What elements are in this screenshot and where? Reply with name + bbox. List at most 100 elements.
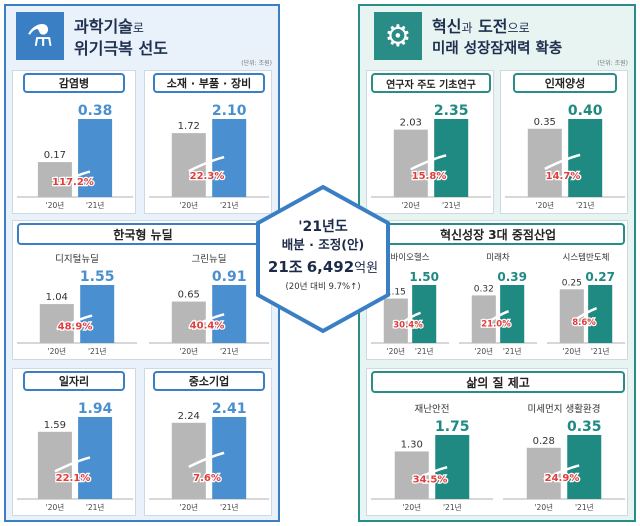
bar-2021 [80, 285, 115, 343]
right-panel: ⚙ 혁신과 도전으로 미래 성장잠재력 확충 (단위: 조원) 연구자 주도 기… [358, 4, 636, 522]
innovation-icon: ⚙ [374, 12, 422, 60]
tick-label-2021: '21년 [88, 346, 107, 356]
tick-label-2020: '20년 [563, 346, 582, 356]
tick-label-2021: '21년 [503, 346, 522, 356]
sub-disaster-safety: 재난안전 1.30 1.75 34.5% '20년 '21년 [367, 397, 497, 515]
bar-2021 [78, 417, 113, 499]
bar-chart-svg: 0.28 0.35 24.9% '20년 '21년 [503, 419, 625, 512]
bar-chart: 0.65 0.91 40.4% '20년 '21년 [145, 263, 273, 359]
left-title-particle: 로 [132, 21, 144, 35]
tick-label-2020: '20년 [387, 346, 406, 356]
growth-arrow [395, 311, 422, 328]
bar-chart: 1.72 2.10 22.3% '20년 '21년 [145, 97, 273, 213]
growth-arrow [188, 155, 225, 173]
science-icon: ⚗ [16, 12, 64, 60]
section-title: 인재양성 [513, 73, 617, 93]
tick-label-2020: '20년 [46, 502, 65, 512]
section-title: 감염병 [23, 73, 125, 93]
growth-label: 21.0% [481, 319, 511, 329]
growth-label: 34.5% [413, 474, 448, 485]
bar-chart-svg: 1.151.50 30.4% '20년 '21년 [371, 270, 449, 356]
sub-fine-dust: 미세먼지 생활환경 0.28 0.35 24.9% '20년 '21년 [499, 397, 629, 515]
center-compare: (20년 대비 9.7%↑) [285, 282, 361, 292]
growth-arrow [483, 310, 510, 327]
section-korean-new-deal: 한국형 뉴딜 디지털뉴딜 1.04 1.55 48.9% '20년 '21년 그린뉴딜 … [12, 220, 272, 360]
value-label-2021: 0.27 [585, 270, 615, 284]
tick-label-2020: '20년 [48, 346, 67, 356]
bar-chart-svg: 1.30 1.75 34.5% '20년 '21년 [371, 419, 493, 512]
tick-label-2020: '20년 [475, 346, 494, 356]
sub-bio-health: 바이오헬스 1.15 1.50 30.4% '20년 '21년 [367, 247, 453, 359]
tick-label-2021: '21년 [576, 200, 595, 210]
bar-2021 [588, 285, 613, 343]
center-total-number: 6,492 [306, 258, 355, 276]
bar-2021 [435, 435, 470, 499]
value-label-2021: 1.55 [80, 269, 115, 285]
tick-label-2020: '20년 [534, 502, 553, 512]
section-infectious-disease: 감염병 0.17 0.38 117.2% '20년 '21년 [12, 70, 136, 214]
right-unit-label: (단위: 조원) [597, 60, 628, 67]
center-total-unit: 억원 [354, 261, 379, 276]
value-label-2021: 0.91 [212, 269, 247, 285]
bar-chart: 0.25 0.27 8.6% '20년 '21년 [543, 263, 629, 359]
tick-label-2020: '20년 [46, 200, 65, 210]
bar-chart: 2.03 2.35 15.8% '20년 '21년 [367, 97, 495, 213]
growth-arrow [54, 456, 91, 473]
bar-chart: 1.15 1.50 30.4% '20년 '21년 [367, 263, 453, 359]
bar-chart-svg: 2.03 2.35 15.8% '20년 '21년 [371, 103, 491, 210]
center-title-line2: 배분 · 조정(안) [281, 237, 365, 252]
growth-arrow [188, 313, 225, 330]
tick-label-2020: '20년 [180, 346, 199, 356]
value-label-2021: 0.35 [567, 419, 602, 435]
bar-chart: 0.35 0.40 14.7% '20년 '21년 [501, 97, 629, 213]
tick-label-2021: '21년 [86, 502, 105, 512]
growth-label: 14.7% [546, 171, 581, 182]
value-label-2020: 1.72 [178, 121, 200, 132]
value-label-2021: 0.38 [78, 103, 113, 119]
growth-label: 40.4% [190, 321, 225, 332]
hexagon-shape [256, 184, 390, 334]
section-jobs: 일자리 1.59 1.94 22.1% '20년 '21년 [12, 368, 136, 516]
group-title-new-deal: 한국형 뉴딜 [17, 223, 269, 245]
left-title-line1: 과학기술로 [74, 16, 144, 39]
value-label-2020: 1.59 [44, 420, 66, 431]
bar-chart: 1.59 1.94 22.1% '20년 '21년 [13, 395, 137, 515]
left-unit-label: (단위: 조원) [241, 60, 272, 67]
sub-future-car: 미래차 0.32 0.39 21.0% '20년 '21년 [455, 247, 541, 359]
bar-chart-svg: 0.320.39 21.0% '20년 '21년 [459, 270, 537, 356]
growth-label: 30.4% [393, 320, 423, 330]
bar-chart: 2.24 2.41 7.6% '20년 '21년 [145, 395, 273, 515]
right-title-keyword1: 혁신 [432, 17, 462, 36]
sub-green-new-deal: 그린뉴딜 0.65 0.91 40.4% '20년 '21년 [145, 247, 273, 359]
value-label-2020: 1.30 [401, 439, 423, 450]
bar-chart: 1.04 1.55 48.9% '20년 '21년 [13, 263, 141, 359]
right-title-line1: 혁신과 도전으로 [432, 16, 530, 39]
tick-label-2020: '20년 [180, 200, 199, 210]
bar-chart-svg: 1.72 2.10 22.3% '20년 '21년 [149, 103, 269, 210]
growth-arrow [571, 306, 598, 324]
tick-label-2021: '21년 [442, 200, 461, 210]
growth-arrow [410, 154, 447, 171]
left-panel: ⚗ 과학기술로 위기극복 선도 (단위: 조원) 감염병 0.17 0.38 117… [4, 4, 280, 522]
value-label-2020: 2.03 [400, 118, 422, 129]
growth-arrow [56, 314, 93, 331]
chart-title: 시스템반도체 [562, 253, 610, 263]
bar-2021 [212, 417, 247, 499]
section-title: 중소기업 [153, 371, 265, 391]
tick-label-2021: '21년 [220, 200, 239, 210]
bar-chart-svg: 0.65 0.91 40.4% '20년 '21년 [149, 269, 269, 356]
value-label-2020: 1.04 [46, 292, 68, 303]
sub-digital-new-deal: 디지털뉴딜 1.04 1.55 48.9% '20년 '21년 [13, 247, 141, 359]
value-label-2020: 0.35 [534, 117, 556, 128]
growth-label: 22.1% [56, 473, 91, 484]
tick-label-2021: '21년 [220, 502, 239, 512]
right-title-particle1: 과 [461, 21, 473, 35]
group-title-industries: 혁신성장 3대 중점산업 [371, 223, 625, 245]
center-total-jo: 21조 [267, 258, 303, 276]
bar-chart-svg: 2.24 2.41 7.6% '20년 '21년 [149, 401, 269, 512]
growth-label: 8.6% [572, 318, 596, 328]
section-three-industries: 혁신성장 3대 중점산업 바이오헬스 1.15 1.50 30.4% '20년 '21년… [366, 220, 628, 360]
value-label-2020: 0.17 [44, 150, 66, 161]
bar-2021 [78, 119, 113, 197]
right-title-particle2: 으로 [507, 21, 530, 35]
